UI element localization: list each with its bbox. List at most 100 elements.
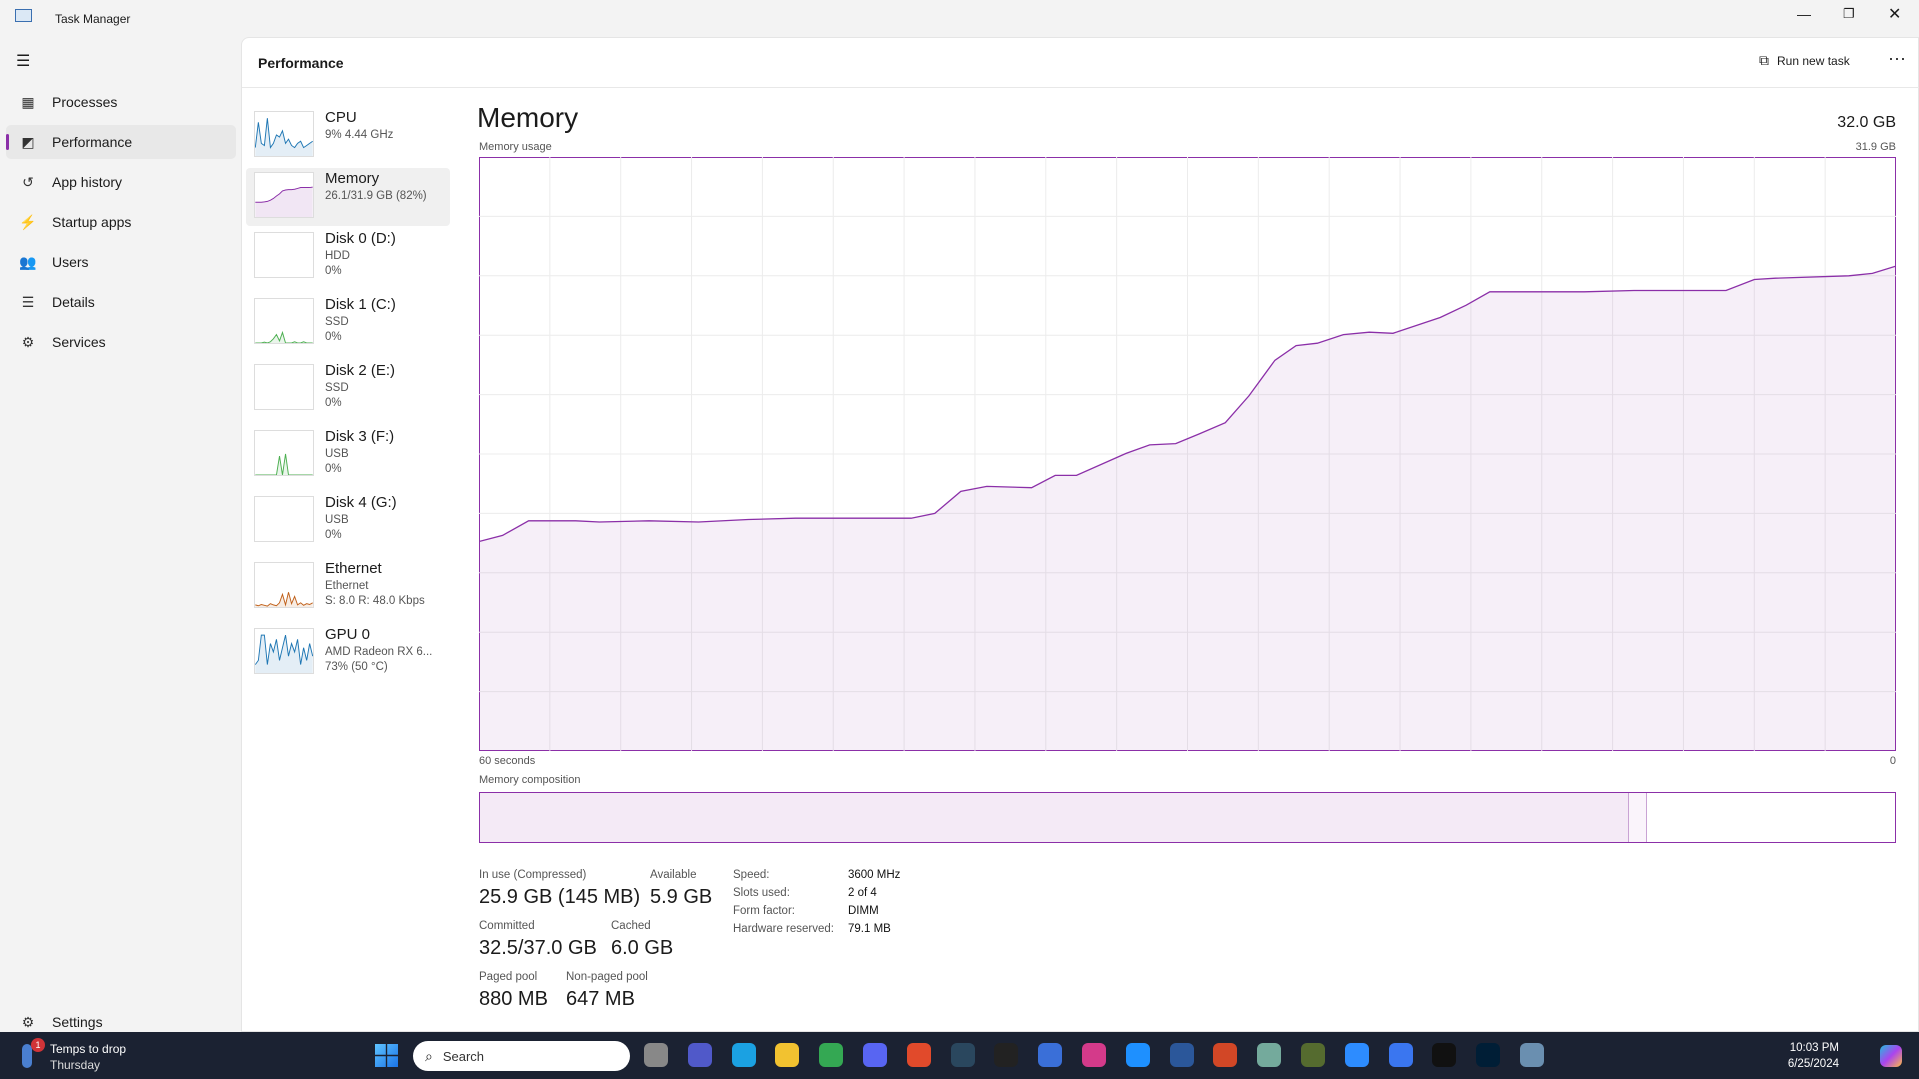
- memory-composition-bar: [479, 792, 1896, 843]
- device-memory[interactable]: Memory 26.1/31.9 GB (82%): [246, 168, 450, 226]
- sidebar-item-details[interactable]: ☰ Details: [6, 285, 236, 319]
- device-detail: USB: [325, 514, 349, 526]
- device-disk-0-d[interactable]: Disk 0 (D:) HDD 0%: [246, 228, 450, 286]
- device-detail: AMD Radeon RX 6...: [325, 646, 433, 658]
- spec-label: Speed:: [733, 869, 770, 881]
- sidebar-item-app-history[interactable]: ↺ App history: [6, 165, 236, 199]
- composition-in-use: [480, 793, 1629, 842]
- device-name: Disk 2 (E:): [325, 362, 396, 379]
- device-cpu[interactable]: CPU 9% 4.44 GHz: [246, 107, 450, 165]
- discord-icon[interactable]: [863, 1043, 887, 1067]
- steam-icon[interactable]: [950, 1043, 975, 1067]
- processes-icon: ▦: [21, 93, 35, 110]
- spec-value: 79.1 MB: [848, 923, 891, 935]
- app-triangle-icon[interactable]: [1038, 1043, 1063, 1067]
- device-disk-4-g[interactable]: Disk 4 (G:) USB 0%: [246, 492, 450, 550]
- device-name: Disk 3 (F:): [325, 428, 395, 445]
- device-disk-3-f[interactable]: Disk 3 (F:) USB 0%: [246, 426, 450, 484]
- affinity-icon[interactable]: [1082, 1043, 1106, 1067]
- device-sparkline: [254, 364, 314, 410]
- sidebar-item-performance[interactable]: ◩ Performance: [6, 125, 236, 159]
- task-manager-taskbar-icon[interactable]: [1520, 1043, 1544, 1067]
- time-axis-left: 60 seconds: [479, 755, 536, 767]
- device-detail: Ethernet: [325, 580, 369, 592]
- sidebar-item-settings[interactable]: ⚙ Settings: [6, 1005, 236, 1039]
- spec-label: Slots used:: [733, 887, 790, 899]
- time-axis-right: 0: [1889, 755, 1896, 767]
- copilot-icon[interactable]: [1880, 1045, 1902, 1067]
- device-detail: USB: [325, 448, 349, 460]
- run-task-icon: ⧉: [1759, 52, 1769, 68]
- device-disk-1-c[interactable]: Disk 1 (C:) SSD 0%: [246, 294, 450, 352]
- spec-value: DIMM: [848, 905, 879, 917]
- app-monitor-icon[interactable]: [1301, 1043, 1325, 1067]
- powerpoint-icon[interactable]: [1213, 1043, 1238, 1067]
- signal-icon[interactable]: [1388, 1043, 1413, 1067]
- chatgpt-icon[interactable]: [1257, 1043, 1282, 1067]
- device-sparkline: [254, 628, 314, 674]
- cached-value: 6.0 GB: [611, 937, 674, 959]
- device-detail: SSD: [325, 316, 349, 328]
- spec-label: Form factor:: [733, 905, 795, 917]
- device-sparkline: [254, 430, 314, 476]
- available-label: Available: [650, 869, 697, 881]
- usage-max: 31.9 GB: [1855, 141, 1896, 153]
- restore-button[interactable]: ❐: [1843, 6, 1855, 21]
- edge-icon[interactable]: [731, 1043, 756, 1067]
- performance-icon: ◩: [21, 133, 35, 150]
- more-options-icon[interactable]: ···: [1888, 48, 1906, 68]
- device-sparkline: [254, 232, 314, 278]
- device-gpu-0[interactable]: GPU 0 AMD Radeon RX 6... 73% (50 °C): [246, 624, 450, 682]
- device-sparkline: [254, 298, 314, 344]
- taskbar: 1 Temps to drop Thursday ⌕ Search 10:03 …: [0, 1032, 1919, 1079]
- minimize-button[interactable]: —: [1797, 6, 1811, 22]
- start-button[interactable]: [375, 1044, 398, 1067]
- device-detail: 26.1/31.9 GB (82%): [325, 190, 427, 202]
- ea-icon[interactable]: [906, 1043, 931, 1067]
- weather-badge: 1: [31, 1038, 45, 1052]
- users-icon: 👥: [19, 253, 37, 270]
- close-button[interactable]: ✕: [1888, 6, 1902, 23]
- run-new-task-button[interactable]: ⧉ Run new task: [1759, 52, 1850, 68]
- sidebar: ☰ ▦ Processes ◩ Performance ↺ App history ⚡ Sta…: [0, 37, 241, 1032]
- device-detail-2: 73% (50 °C): [325, 661, 388, 673]
- memory-line: [479, 265, 1896, 543]
- search-box[interactable]: ⌕ Search: [413, 1041, 630, 1071]
- notes-icon[interactable]: [1125, 1043, 1150, 1067]
- file-explorer-app[interactable]: [644, 1043, 668, 1067]
- weather-icon[interactable]: [22, 1044, 32, 1068]
- device-name: GPU 0: [325, 626, 371, 643]
- teams-icon[interactable]: [687, 1043, 712, 1067]
- spec-label: Hardware reserved:: [733, 923, 834, 935]
- app-star-icon[interactable]: [994, 1043, 1019, 1067]
- services-icon: ⚙: [21, 333, 35, 350]
- zoom-icon[interactable]: [1344, 1043, 1369, 1067]
- clock-date[interactable]: 6/25/2024: [1787, 1058, 1839, 1070]
- hamburger-menu-icon[interactable]: ☰: [16, 53, 31, 70]
- sidebar-item-startup-apps[interactable]: ⚡ Startup apps: [19, 213, 132, 231]
- sidebar-item-services[interactable]: ⚙ Services: [6, 325, 236, 359]
- device-name: Disk 0 (D:): [325, 230, 396, 247]
- non-paged-pool-value: 647 MB: [566, 988, 635, 1010]
- memory-area: [479, 266, 1896, 751]
- startup-apps-icon: ⚡: [19, 213, 37, 230]
- device-disk-2-e[interactable]: Disk 2 (E:) SSD 0%: [246, 360, 450, 418]
- word-icon[interactable]: [1169, 1043, 1194, 1067]
- chrome-icon[interactable]: [819, 1043, 844, 1067]
- in-use-value: 25.9 GB (145 MB): [479, 886, 641, 908]
- folder-icon[interactable]: [775, 1043, 800, 1067]
- divider: [242, 87, 1919, 88]
- sidebar-item-users[interactable]: 👥 Users: [19, 253, 89, 271]
- sidebar-item-processes[interactable]: ▦ Processes: [6, 85, 236, 119]
- device-ethernet[interactable]: Ethernet Ethernet S: 8.0 R: 48.0 Kbps: [246, 558, 450, 616]
- clock-time[interactable]: 10:03 PM: [1789, 1042, 1839, 1054]
- task-manager-icon: [15, 9, 32, 22]
- paged-pool-value: 880 MB: [479, 988, 548, 1010]
- device-detail: 9% 4.44 GHz: [325, 129, 394, 141]
- device-detail: SSD: [325, 382, 349, 394]
- weather-text[interactable]: Temps to drop: [50, 1042, 127, 1056]
- settings-icon: ⚙: [21, 1013, 35, 1030]
- photoshop-icon[interactable]: [1476, 1043, 1501, 1067]
- bridge-icon[interactable]: [1432, 1043, 1457, 1067]
- device-detail-2: 0%: [325, 397, 342, 409]
